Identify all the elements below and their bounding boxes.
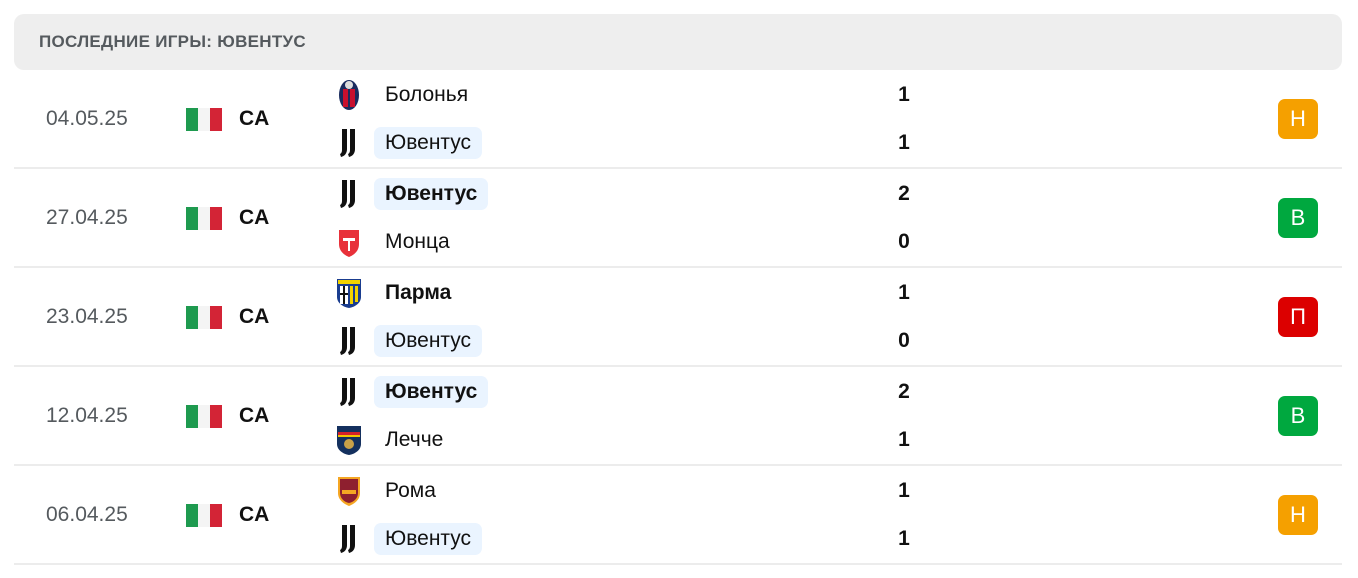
home-score: 1 [898,281,910,304]
team-name: Парма [385,281,452,304]
team-away[interactable]: Ювентус [334,125,483,161]
panel-title: ПОСЛЕДНИЕ ИГРЫ: ЮВЕНТУС [39,32,307,51]
juventus-crest-icon [334,523,364,555]
roma-crest-icon [334,475,364,507]
italy-flag-icon [186,108,222,131]
league-code: CA [239,107,270,130]
team-name: Ювентус [374,325,483,357]
juventus-crest-icon [334,376,364,408]
team-home[interactable]: Ювентус [334,374,489,410]
team-home[interactable]: Ювентус [334,176,489,212]
match-row[interactable]: 27.04.25 CA Ювентус Монца 2 0 В [14,169,1342,268]
result-badge: Н [1278,99,1318,139]
bologna-crest-icon [334,79,364,111]
league-code: CA [239,305,270,328]
panel-header: ПОСЛЕДНИЕ ИГРЫ: ЮВЕНТУС [14,14,1342,70]
team-away[interactable]: Ювентус [334,323,483,359]
away-score: 1 [898,428,910,451]
match-date: 06.04.25 [46,503,128,526]
italy-flag-icon [186,207,222,230]
team-home[interactable]: Парма [334,275,462,311]
match-date: 04.05.25 [46,107,128,130]
last-games-panel: ПОСЛЕДНИЕ ИГРЫ: ЮВЕНТУС 04.05.25 CA Боло… [14,14,1342,565]
home-score: 2 [898,380,910,403]
home-score: 2 [898,182,910,205]
italy-flag-icon [186,504,222,527]
team-name: Ювентус [374,523,483,555]
league-code: CA [239,206,270,229]
match-date: 12.04.25 [46,404,128,427]
result-badge: П [1278,297,1318,337]
match-row[interactable]: 06.04.25 CA Рома Ювентус 1 1 Н [14,466,1342,565]
match-row[interactable]: 23.04.25 CA Парма Ювентус 1 0 П [14,268,1342,367]
juventus-crest-icon [334,178,364,210]
team-away[interactable]: Ювентус [334,521,483,557]
juventus-crest-icon [334,127,364,159]
home-score: 1 [898,479,910,502]
home-score: 1 [898,83,910,106]
team-name: Ювентус [374,376,489,408]
league-code: CA [239,503,270,526]
match-row[interactable]: 12.04.25 CA Ювентус Лечче 2 1 В [14,367,1342,466]
away-score: 0 [898,230,910,253]
away-score: 1 [898,527,910,550]
team-name: Ювентус [374,127,483,159]
lecce-crest-icon [334,424,364,456]
italy-flag-icon [186,405,222,428]
away-score: 0 [898,329,910,352]
team-name: Рома [385,479,436,502]
team-home[interactable]: Болонья [334,77,479,113]
italy-flag-icon [186,306,222,329]
result-badge: В [1278,396,1318,436]
away-score: 1 [898,131,910,154]
team-name: Лечче [385,428,444,451]
juventus-crest-icon [334,325,364,357]
match-date: 23.04.25 [46,305,128,328]
team-name: Болонья [385,83,469,106]
team-home[interactable]: Рома [334,473,447,509]
match-row[interactable]: 04.05.25 CA Болонья Ювентус 1 1 Н [14,70,1342,169]
team-name: Ювентус [374,178,489,210]
match-date: 27.04.25 [46,206,128,229]
parma-crest-icon [334,277,364,309]
team-away[interactable]: Лечче [334,422,454,458]
result-badge: Н [1278,495,1318,535]
team-name: Монца [385,230,450,253]
team-away[interactable]: Монца [334,224,461,260]
league-code: CA [239,404,270,427]
result-badge: В [1278,198,1318,238]
monza-crest-icon [334,226,364,258]
